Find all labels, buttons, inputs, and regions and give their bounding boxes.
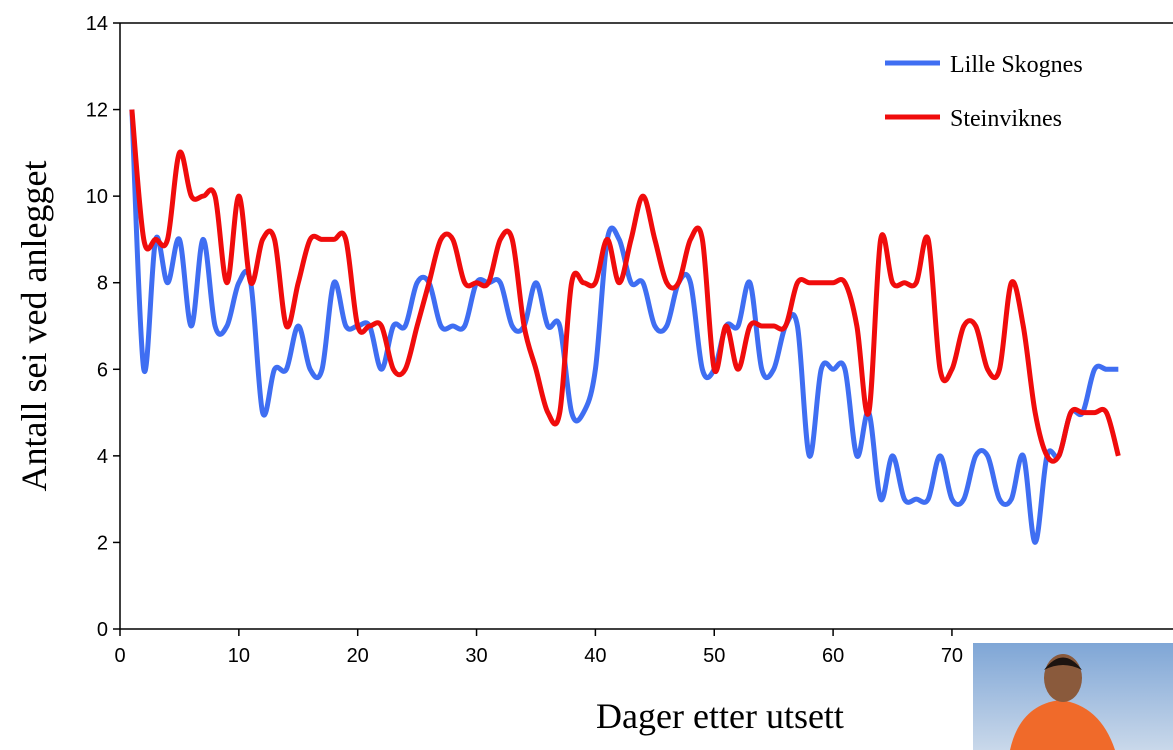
y-tick-label: 4 <box>97 446 108 468</box>
legend-label: Steinviknes <box>950 106 1062 132</box>
y-tick-label: 6 <box>97 359 108 381</box>
x-axis-label: Dager etter utsett <box>596 696 844 736</box>
photo <box>973 643 1173 750</box>
x-tick-label: 40 <box>584 645 606 667</box>
y-tick-label: 8 <box>97 273 108 295</box>
x-tick-label: 60 <box>822 645 844 667</box>
x-tick-label: 20 <box>347 645 369 667</box>
y-tick-label: 14 <box>86 13 108 35</box>
y-tick-label: 12 <box>86 100 108 122</box>
series-line <box>129 109 1119 545</box>
series-line <box>129 109 1121 464</box>
legend-label: Lille Skognes <box>950 52 1083 78</box>
y-axis-label: Antall sei ved anlegget <box>14 161 54 492</box>
x-tick-label: 30 <box>465 645 487 667</box>
y-tick-label: 0 <box>97 619 108 641</box>
x-tick-label: 70 <box>941 645 963 667</box>
x-tick-label: 50 <box>703 645 725 667</box>
y-tick-label: 10 <box>86 186 108 208</box>
y-tick-label: 2 <box>97 532 108 554</box>
x-tick-label: 0 <box>114 645 125 667</box>
x-tick-label: 10 <box>228 645 250 667</box>
